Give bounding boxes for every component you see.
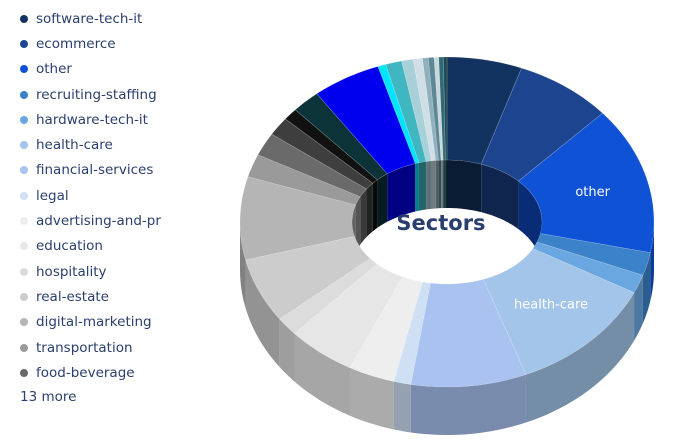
- legend-label: hardware-tech-it: [36, 111, 148, 128]
- slice-inner-wall-24: [438, 160, 442, 209]
- legend-swatch: [20, 141, 28, 150]
- legend-item-hardware-tech-it[interactable]: hardware-tech-it: [20, 107, 220, 132]
- legend-item-other[interactable]: other: [20, 57, 220, 82]
- slice-inner-wall-1: [481, 164, 519, 230]
- legend-item-education[interactable]: education: [20, 234, 220, 259]
- legend-swatch: [20, 292, 28, 301]
- slice-side-6: [410, 374, 526, 435]
- slice-side-9: [294, 333, 350, 416]
- legend-item-advertising-and-pr[interactable]: advertising-and-pr: [20, 208, 220, 233]
- legend-swatch: [20, 191, 28, 200]
- legend-swatch: [20, 318, 28, 327]
- legend-label: hospitality: [36, 263, 107, 280]
- legend-item-health-care[interactable]: health-care: [20, 132, 220, 157]
- slice-inner-wall-13: [355, 196, 361, 253]
- legend-swatch: [20, 368, 28, 377]
- legend-label: transportation: [36, 339, 133, 356]
- slice-side-3: [642, 252, 651, 324]
- legend-item-recruiting-staffing[interactable]: recruiting-staffing: [20, 82, 220, 107]
- legend-swatch: [20, 217, 28, 226]
- slice-inner-wall-18: [387, 163, 416, 222]
- slice-inner-wall-20: [418, 161, 427, 211]
- legend-item-transportation[interactable]: transportation: [20, 335, 220, 360]
- legend-label: real-estate: [36, 288, 109, 305]
- legend-label: software-tech-it: [36, 10, 143, 27]
- legend-item-ecommerce[interactable]: ecommerce: [20, 31, 220, 56]
- center-title: Sectors: [396, 211, 485, 235]
- legend-label: health-care: [36, 137, 113, 154]
- slice-side-11: [245, 260, 280, 368]
- legend-swatch: [20, 65, 28, 74]
- legend-swatch: [20, 343, 28, 352]
- slice-inner-wall-23: [435, 160, 439, 209]
- legend-swatch: [20, 267, 28, 276]
- slice-inner-wall-19: [415, 162, 419, 212]
- donut-slices: [239, 56, 655, 388]
- slice-side-5: [525, 292, 635, 423]
- legend-label: legal: [36, 187, 69, 204]
- slice-inner-wall-22: [431, 160, 436, 209]
- slice-unlabeled-27[interactable]: [443, 56, 448, 161]
- slice-label-other: other: [575, 185, 610, 200]
- slice-side-7: [393, 381, 411, 433]
- slice-side-10: [279, 319, 295, 382]
- slice-side-8: [350, 367, 394, 430]
- legend-more-link[interactable]: 13 more: [20, 389, 77, 406]
- donut-sides: [240, 160, 654, 435]
- legend-item-legal[interactable]: legal: [20, 183, 220, 208]
- slice-inner-wall-26: [443, 160, 446, 209]
- slice-inner-wall-0: [447, 160, 482, 213]
- legend-label: advertising-and-pr: [36, 213, 161, 230]
- legend-label: recruiting-staffing: [36, 86, 157, 103]
- legend-item-software-tech-it[interactable]: software-tech-it: [20, 6, 220, 31]
- legend-swatch: [20, 166, 28, 175]
- legend-label: other: [36, 61, 72, 78]
- legend-item-digital-marketing[interactable]: digital-marketing: [20, 310, 220, 335]
- legend-swatch: [20, 39, 28, 48]
- slice-inner-wall-14: [360, 188, 367, 245]
- legend-item-hospitality[interactable]: hospitality: [20, 259, 220, 284]
- legend-label: ecommerce: [36, 35, 116, 52]
- slice-side-4: [634, 275, 643, 341]
- slice-inner-wall-27: [445, 160, 447, 209]
- slice-side-2: [650, 222, 654, 301]
- legend-swatch: [20, 90, 28, 99]
- legend-swatch: [20, 14, 28, 23]
- slice-inner-wall-25: [441, 160, 444, 209]
- legend-swatch: [20, 242, 28, 251]
- slice-inner-wall-21: [426, 160, 432, 210]
- legend-swatch: [20, 115, 28, 124]
- slice-label-health-care: health-care: [514, 297, 588, 312]
- slice-inner-wall-15: [366, 183, 373, 237]
- legend-label: financial-services: [36, 162, 154, 179]
- slice-labels: other health-care: [514, 185, 611, 312]
- legend-item-real-estate[interactable]: real-estate: [20, 284, 220, 309]
- legend-label: food-beverage: [36, 364, 135, 381]
- slice-side-12: [240, 222, 246, 309]
- legend-item-financial-services[interactable]: financial-services: [20, 158, 220, 183]
- legend-label: digital-marketing: [36, 314, 152, 331]
- legend: software-tech-it ecommerce other recruiting…: [20, 6, 220, 410]
- legend-label: education: [36, 238, 103, 255]
- legend-item-food-beverage[interactable]: food-beverage: [20, 360, 220, 385]
- slice-inner-wall-17: [377, 173, 388, 228]
- slice-inner-wall-16: [372, 179, 378, 232]
